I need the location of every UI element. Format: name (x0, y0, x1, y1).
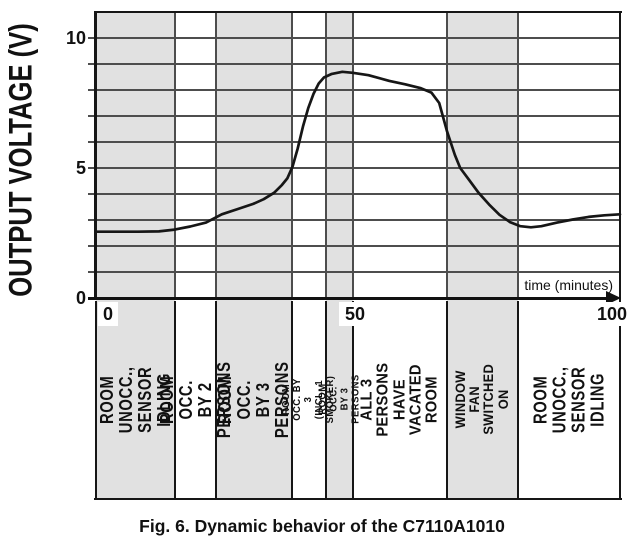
phase-boundary-6 (446, 12, 449, 298)
plot-left-border (94, 11, 97, 299)
y-tick-label-0: 0 (75, 288, 86, 308)
phase-boundary-5 (351, 12, 354, 298)
voltage-curve (94, 70, 622, 234)
gridline-2v (88, 245, 620, 247)
x-tick-label-100: 100 (589, 302, 635, 326)
phase-band-2 (215, 12, 292, 499)
gridline-4v (88, 193, 620, 195)
label-column-separator-5 (351, 301, 354, 499)
x-tick-label-0: 0 (98, 302, 118, 326)
gridline-5v (88, 167, 620, 169)
gridline-1v (88, 271, 620, 273)
plot-right-border (618, 11, 622, 499)
phase-band-4 (326, 12, 353, 499)
label-column-separator-4 (324, 301, 328, 499)
y-axis-title-text: OUTPUT VOLTAGE (V) (2, 23, 39, 297)
y-tick-label-5: 5 (75, 158, 86, 178)
gridline-10v (88, 37, 620, 39)
gridline-9v (88, 63, 620, 65)
x-tick-label-50: 50 (339, 302, 371, 326)
label-column-separator-0 (94, 301, 98, 499)
label-column-separator-6 (445, 301, 449, 499)
phase-boundary-1 (174, 12, 177, 298)
gridline-8v (88, 89, 620, 91)
x-axis-label: time (minutes) (524, 277, 613, 293)
y-tick-label-10: 10 (65, 28, 86, 48)
phase-band-0 (96, 12, 176, 499)
gridline-3v (88, 219, 620, 221)
gridline-7v (88, 115, 620, 117)
label-column-separator-2 (214, 301, 218, 499)
phase-boundary-7 (516, 12, 519, 298)
label-column-separator-3 (290, 301, 294, 499)
x-axis-arrowhead (606, 291, 621, 306)
label-column-separator-7 (516, 301, 519, 499)
x-axis (88, 296, 609, 300)
label-column-separator-1 (173, 301, 177, 499)
label-area-bottom-border (94, 497, 622, 500)
phase-band-6 (447, 12, 518, 499)
phase-boundary-2 (214, 12, 217, 298)
plot-top-border (94, 11, 622, 14)
figure-caption: Fig. 6. Dynamic behavior of the C7110A10… (139, 516, 505, 536)
phase-boundary-4 (325, 12, 328, 298)
phase-boundary-3 (290, 12, 293, 298)
gridline-6v (88, 141, 620, 143)
